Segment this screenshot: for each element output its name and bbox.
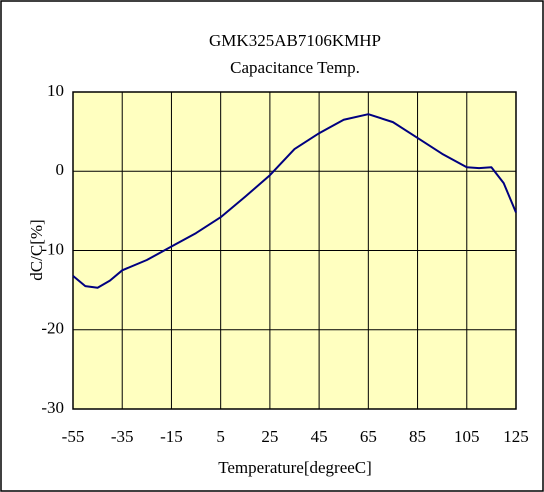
x-tick-label: 65 [360, 427, 377, 446]
data-line [72, 113, 517, 289]
chart-subtitle: Capacitance Temp. [230, 58, 360, 77]
x-tick-label: 45 [311, 427, 328, 446]
y-tick-label: -30 [41, 398, 64, 417]
y-tick-label: -10 [41, 239, 64, 258]
y-tick-label: 10 [47, 81, 64, 100]
y-tick-label: -20 [41, 319, 64, 338]
chart-title: GMK325AB7106KMHP [209, 31, 381, 50]
x-tick-label: 25 [261, 427, 278, 446]
x-tick-label: 85 [409, 427, 426, 446]
x-tick-label: 105 [454, 427, 480, 446]
y-axis-label: dC/C[%] [27, 219, 46, 280]
y-tick-label: 0 [56, 160, 65, 179]
x-tick-label: 5 [216, 427, 225, 446]
x-tick-label: 125 [503, 427, 529, 446]
x-axis-label: Temperature[degreeC] [218, 458, 372, 477]
x-tick-label: -35 [111, 427, 134, 446]
plot-border [72, 91, 517, 410]
x-tick-label: -55 [62, 427, 85, 446]
x-tick-label: -15 [160, 427, 183, 446]
